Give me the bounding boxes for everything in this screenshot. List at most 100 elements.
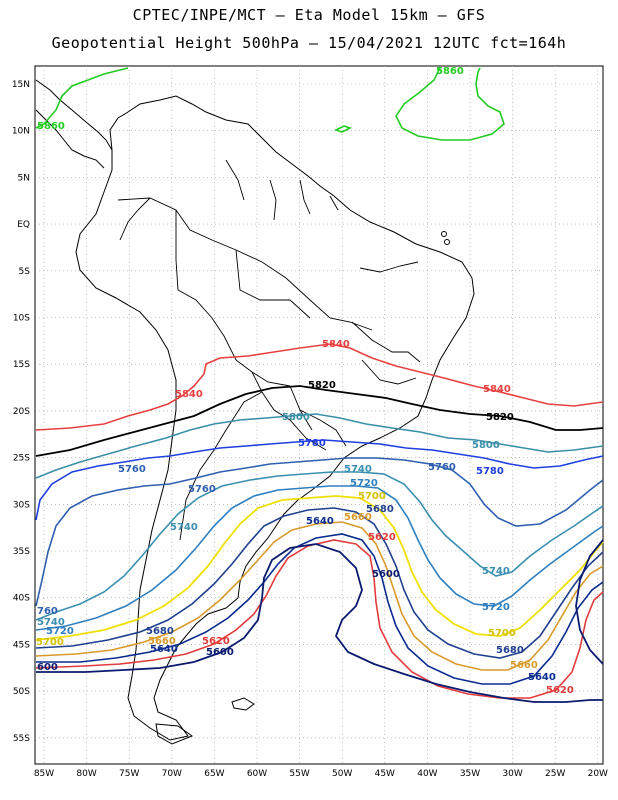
tierra-del-fuego: [155, 723, 194, 745]
contour-5780: [35, 439, 604, 521]
label-5700-c: 5700: [36, 637, 64, 648]
latitude-tick-label: 15N: [12, 80, 30, 90]
contour-5760: [35, 457, 604, 607]
latitude-axis: 15N 10N 5N EQ 5S 10S 15S 20S 25S 30S 35S 40S 45S 50S 5…: [12, 80, 30, 744]
latitude-tick-label: 5S: [19, 267, 31, 277]
contour-5800: [35, 413, 604, 479]
contour-5720: [35, 485, 604, 631]
latitude-tick-label: 15S: [13, 360, 30, 370]
longitude-tick-label: 30W: [502, 769, 522, 779]
south-america-coastline: [75, 95, 475, 741]
longitude-tick-label: 20W: [588, 769, 608, 779]
contour-5660: [35, 521, 604, 671]
latitude-tick-label: 10S: [13, 314, 30, 324]
label-5700-b: 5700: [488, 628, 516, 639]
label-5660-b: 5660: [510, 660, 538, 671]
latitude-tick-label: EQ: [17, 220, 30, 230]
contour-5600-low: [575, 539, 604, 665]
geopotential-contours: [35, 67, 604, 703]
label-5680-b: 5680: [496, 645, 524, 656]
label-5760-a: 5760: [118, 464, 146, 475]
latitude-tick-label: 30S: [13, 500, 30, 510]
latitude-tick-label: 5N: [18, 173, 30, 183]
longitude-tick-label: 40W: [417, 769, 437, 779]
label-5760-c: 5760: [428, 462, 456, 473]
label-5780-a: 5780: [298, 438, 326, 449]
latitude-tick-label: 25S: [13, 454, 30, 464]
contour-5860: [35, 67, 129, 129]
longitude-tick-label: 45W: [375, 769, 395, 779]
label-5780-b: 5780: [476, 466, 504, 477]
label-5820-a: 5820: [308, 380, 336, 391]
continent-outlines: [35, 79, 475, 745]
contour-5740: [35, 471, 604, 621]
label-5620-c: 5620: [202, 636, 230, 647]
falkland-islands: [231, 697, 255, 711]
atlantic-island: [441, 231, 447, 237]
lat-lon-grid: [35, 66, 603, 764]
atlantic-island: [444, 239, 450, 245]
longitude-tick-label: 25W: [545, 769, 565, 779]
label-5800-a: 5800: [282, 412, 310, 423]
label-5820-b: 5820: [486, 412, 514, 423]
longitude-tick-label: 35W: [460, 769, 480, 779]
label-5600-b: 5600: [206, 647, 234, 658]
longitude-tick-label: 60W: [247, 769, 267, 779]
central-america-pacific-coast: [35, 109, 105, 169]
latitude-tick-label: 20S: [13, 407, 30, 417]
longitude-tick-label: 75W: [119, 769, 139, 779]
label-5680-c: 5680: [146, 626, 174, 637]
contour-labels: 5860 5860 5840 5840 5840 5820 5820 5800 …: [36, 66, 574, 696]
label-5760-b: 5760: [188, 484, 216, 495]
central-america-coastline: [35, 79, 113, 151]
label-5660-a: 5660: [344, 512, 372, 523]
contour-5640: [36, 533, 604, 685]
label-5600-a: 5600: [372, 569, 400, 580]
label-5720-b: 5720: [482, 602, 510, 613]
label-5720-a: 5720: [350, 478, 378, 489]
contour-5820: [35, 385, 604, 457]
label-5700-a: 5700: [358, 491, 386, 502]
label-5640-a: 5640: [306, 516, 334, 527]
label-5860-a: 5860: [436, 66, 464, 77]
longitude-tick-label: 80W: [76, 769, 96, 779]
label-5800-b: 5800: [472, 440, 500, 451]
label-5640-b: 5640: [528, 672, 556, 683]
country-borders: [117, 159, 421, 541]
label-5620-b: 5620: [546, 685, 574, 696]
latitude-tick-label: 50S: [13, 687, 30, 697]
contour-5700: [35, 495, 604, 641]
longitude-tick-label: 55W: [289, 769, 309, 779]
latitude-tick-label: 45S: [13, 640, 30, 650]
label-5740-a: 5740: [344, 464, 372, 475]
label-5840-c: 5840: [483, 384, 511, 395]
label-5740-d: 5740: [37, 617, 65, 628]
label-5760-d: 760: [37, 606, 58, 617]
latitude-tick-label: 10N: [12, 127, 30, 137]
latitude-tick-label: 55S: [13, 734, 30, 744]
contour-5600: [36, 543, 603, 703]
latitude-tick-label: 35S: [13, 547, 30, 557]
label-5640-c: 5640: [150, 644, 178, 655]
map-title-line1: CPTEC/INPE/MCT – Eta Model 15km – GFS: [132, 6, 486, 24]
label-5840-a: 5840: [322, 339, 350, 350]
label-5740-b: 5740: [170, 522, 198, 533]
contour-5620: [35, 539, 604, 699]
longitude-tick-label: 70W: [162, 769, 182, 779]
longitude-tick-label: 65W: [204, 769, 224, 779]
map-title-line2: Geopotential Height 500hPa – 15/04/2021 …: [51, 34, 567, 52]
label-5840-b: 5840: [175, 389, 203, 400]
label-5720-c: 5720: [46, 626, 74, 637]
contour-5680: [35, 507, 604, 659]
label-5860-b: 5860: [37, 121, 65, 132]
label-5600-c: 600: [37, 662, 58, 673]
longitude-axis: 85W 80W 75W 70W 65W 60W 55W 50W 45W 40W 35W 30W 25W 2…: [34, 769, 608, 779]
longitude-tick-label: 50W: [332, 769, 352, 779]
contour-5840: [35, 343, 604, 431]
latitude-tick-label: 40S: [13, 594, 30, 604]
label-5620-a: 5620: [368, 532, 396, 543]
longitude-tick-label: 85W: [34, 769, 54, 779]
contour-5860-high: [395, 67, 505, 141]
label-5660-c: 5660: [148, 636, 176, 647]
